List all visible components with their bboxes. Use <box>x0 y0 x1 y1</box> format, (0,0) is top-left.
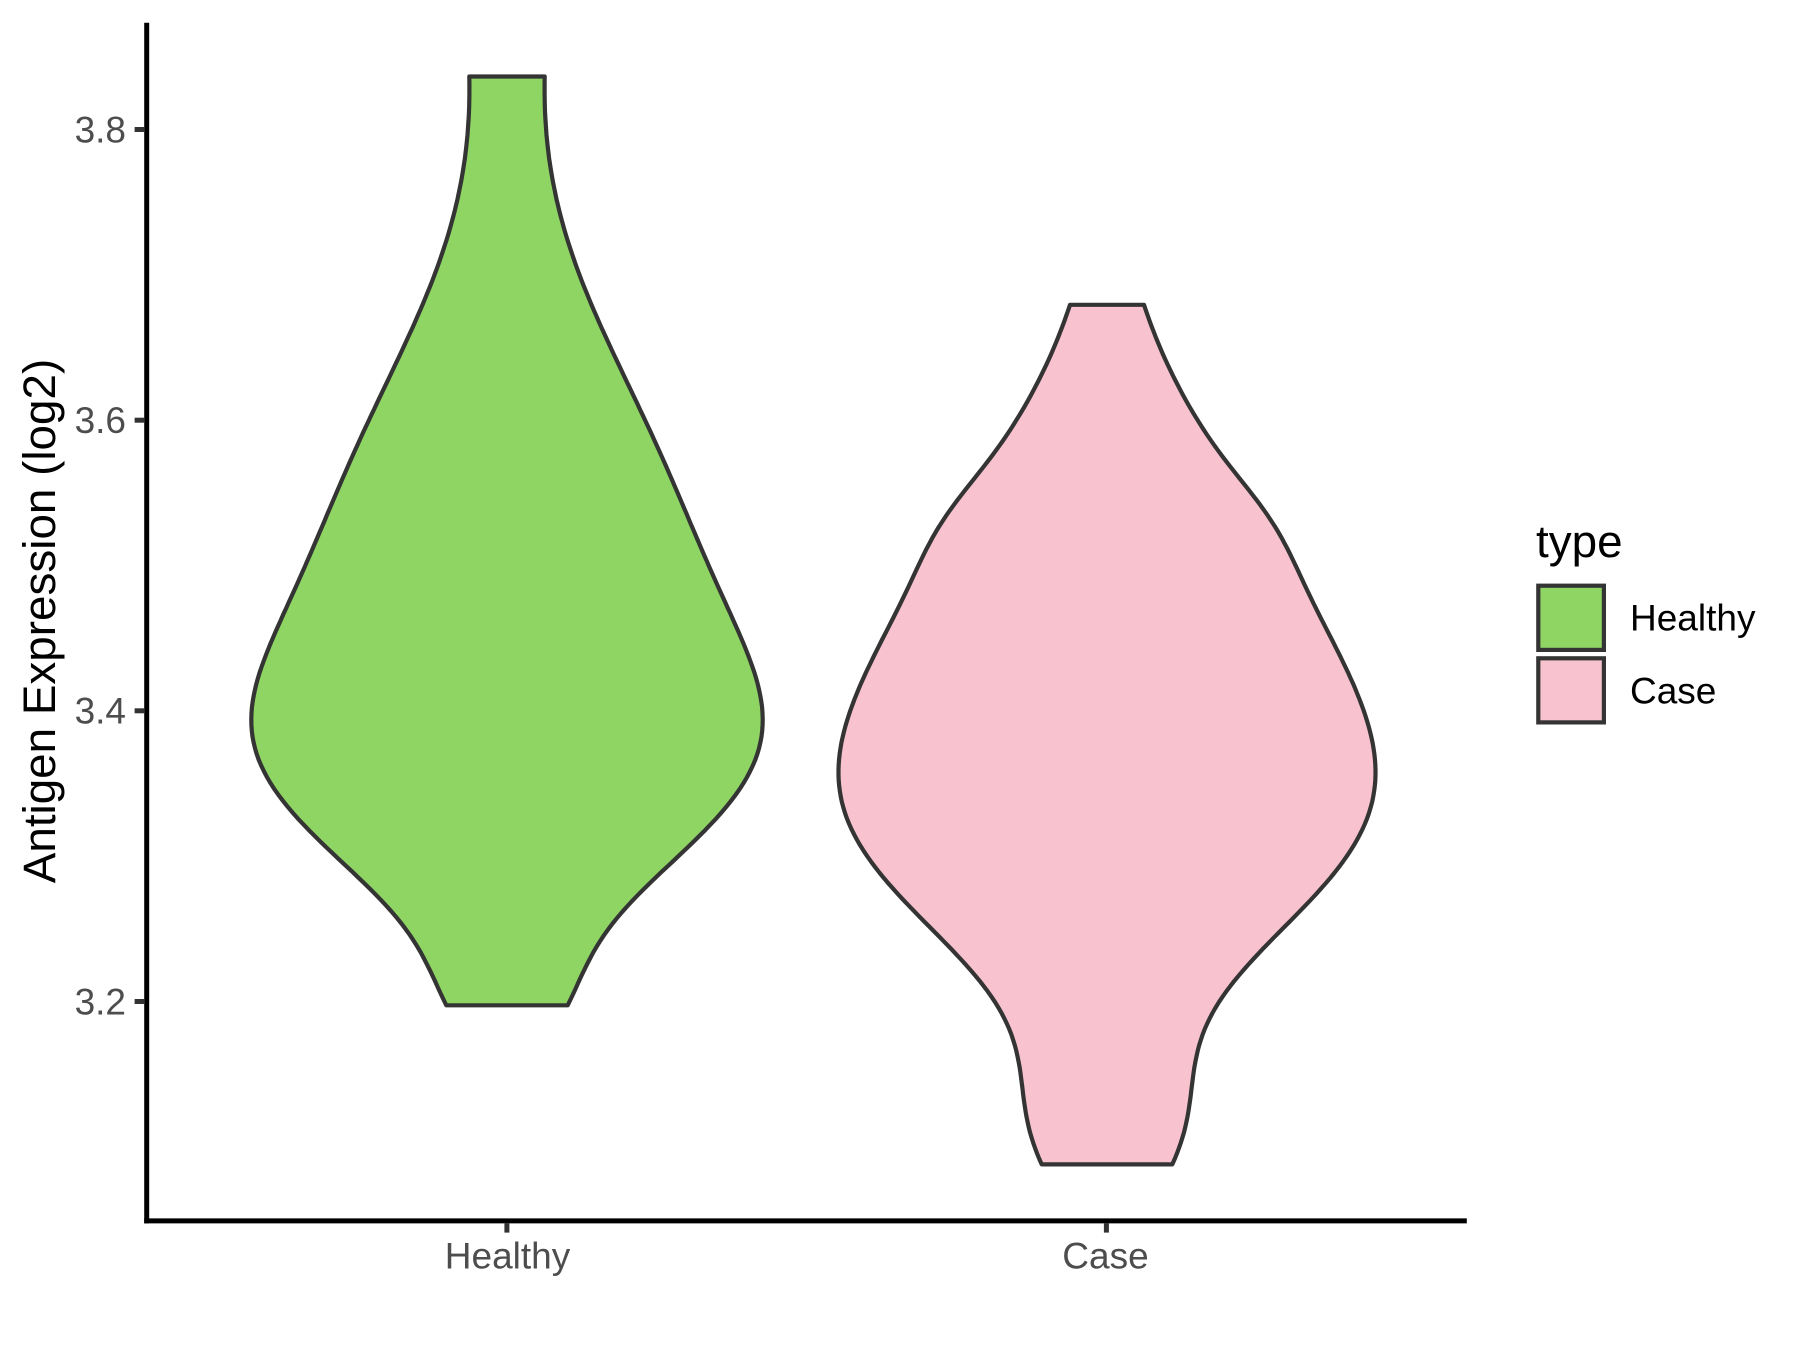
svg-text:Antigen Expression (log2): Antigen Expression (log2) <box>14 359 65 883</box>
svg-text:Healthy: Healthy <box>1630 598 1756 639</box>
svg-text:3.8: 3.8 <box>75 109 126 150</box>
svg-text:Case: Case <box>1062 1235 1148 1276</box>
svg-text:Case: Case <box>1630 670 1716 711</box>
svg-text:3.2: 3.2 <box>75 981 126 1022</box>
svg-text:3.4: 3.4 <box>75 691 126 732</box>
svg-text:Healthy: Healthy <box>445 1235 571 1276</box>
svg-text:3.6: 3.6 <box>75 400 126 441</box>
svg-text:type: type <box>1536 516 1623 567</box>
